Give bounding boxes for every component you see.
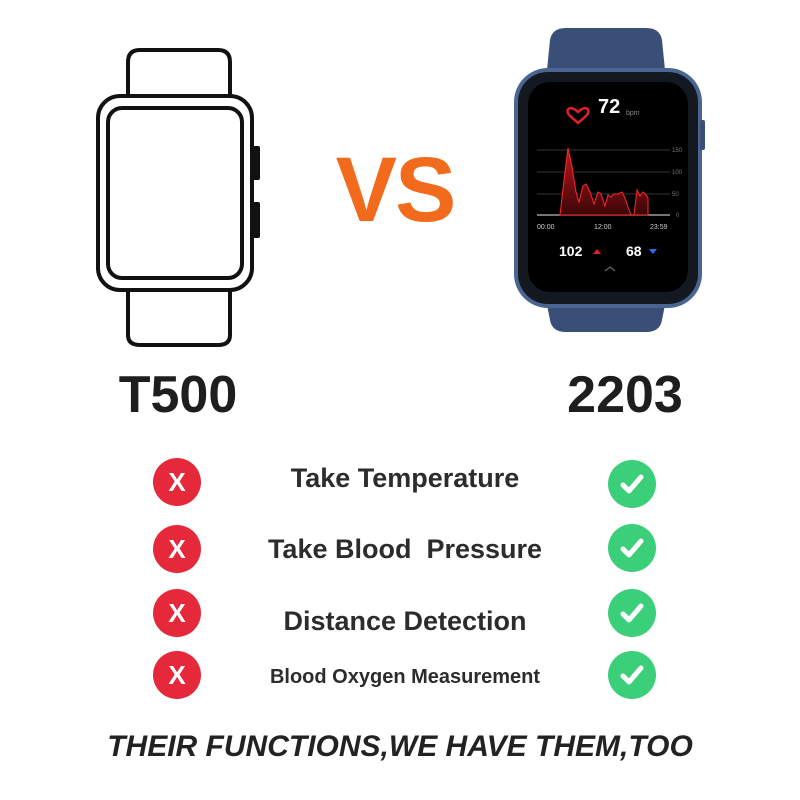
- cross-icon: X: [153, 589, 201, 637]
- up-arrow-icon: [593, 249, 601, 254]
- y-tick: 150: [672, 148, 683, 154]
- check-icon: [608, 589, 656, 637]
- right-model-name: 2203: [567, 366, 683, 424]
- down-arrow-icon: [649, 249, 657, 254]
- check-icon: [608, 460, 656, 508]
- feature-label: Distance Detection: [283, 606, 527, 636]
- cross-icon: X: [153, 458, 201, 506]
- check-icon: [608, 651, 656, 699]
- feature-label: Take Blood Pressure: [267, 534, 543, 564]
- heart-rate-line: [559, 147, 649, 216]
- slogan: THEIR FUNCTIONS,WE HAVE THEM,TOO: [107, 730, 693, 763]
- left-model-name: T500: [118, 366, 238, 424]
- check-icon: [608, 524, 656, 572]
- x-tick: 23:59: [650, 224, 668, 231]
- max-value: 102: [559, 243, 583, 259]
- watch-screen: 72 bpm 150 100 50 0 00:00 12:00 23:59 10…: [528, 82, 688, 292]
- y-tick: 0: [676, 213, 680, 219]
- vs-label: VS: [335, 139, 457, 241]
- heart-rate-unit: bpm: [626, 110, 640, 117]
- min-value: 68: [626, 243, 642, 259]
- y-tick: 50: [672, 192, 679, 198]
- x-tick: 00:00: [537, 224, 555, 231]
- chevron-up-icon: [604, 266, 616, 272]
- feature-label: Take Temperature: [290, 463, 520, 493]
- cross-icon: X: [153, 525, 201, 573]
- feature-label: Blood Oxygen Measurement: [269, 666, 541, 688]
- heart-rate-value: 72: [598, 96, 620, 118]
- cross-icon: X: [153, 651, 201, 699]
- y-tick: 100: [672, 170, 683, 176]
- x-tick: 12:00: [594, 224, 612, 231]
- heart-rate-chart: 72 bpm 150 100 50 0 00:00 12:00 23:59 10…: [537, 96, 683, 272]
- heart-icon: [566, 106, 590, 125]
